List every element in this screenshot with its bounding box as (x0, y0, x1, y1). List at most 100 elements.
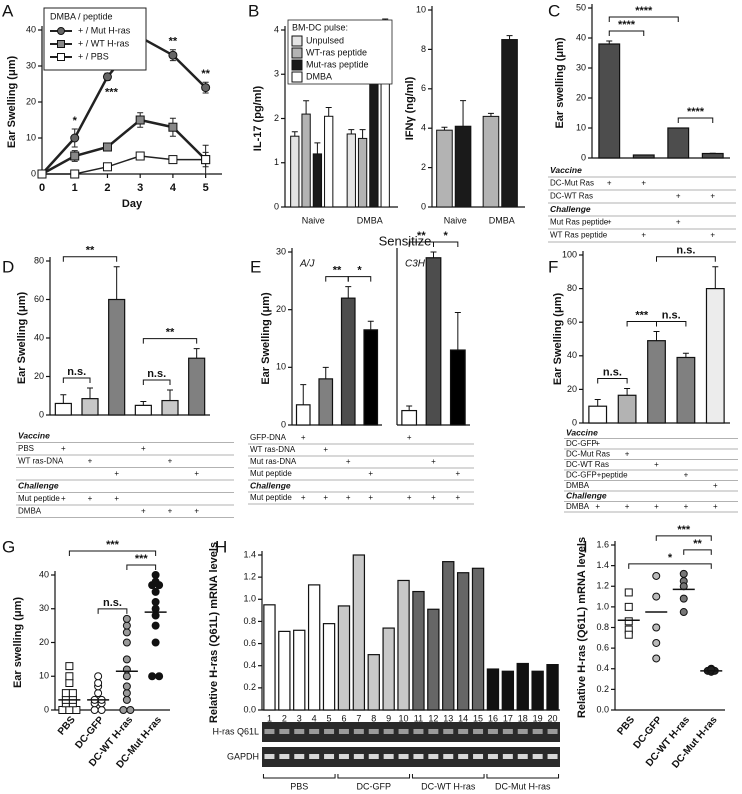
bar (290, 135, 300, 208)
gel-band (413, 754, 424, 759)
legend-title: BM-DC pulse: (292, 22, 348, 32)
table-cell: + (301, 493, 306, 502)
y-tick-label: 0.0 (596, 704, 609, 714)
error-bar (454, 312, 461, 351)
panel-letter: A (2, 1, 14, 20)
marker (168, 50, 178, 60)
bar (701, 152, 724, 159)
x-tick-label: 4 (312, 713, 317, 723)
y-tick-label: 4 (421, 123, 426, 133)
x-tick-label: 8 (371, 713, 376, 723)
error-bar (300, 384, 307, 405)
marker (151, 621, 160, 630)
y-tick-label: 0.2 (596, 684, 609, 694)
gel-band (338, 729, 349, 734)
y-tick-label: 20 (34, 371, 44, 381)
panel-letter: I (583, 537, 588, 556)
table-cell: + (654, 502, 659, 511)
significance-bracket (347, 276, 372, 282)
gel-band (324, 729, 335, 734)
bar (676, 356, 696, 424)
table-cell: + (114, 494, 119, 503)
table-section: Challenge (250, 480, 291, 490)
y-tick-label: 0.2 (243, 682, 256, 692)
group-bracket (337, 774, 411, 779)
marker (652, 638, 661, 647)
y-tick-label: 30 (26, 60, 36, 70)
gel-band (473, 754, 484, 759)
table-cell: + (684, 470, 689, 479)
significance-bracket (677, 117, 714, 123)
table-row-label: WT ras-DNA (18, 456, 64, 465)
marker (122, 614, 131, 623)
panel-letter: H (215, 537, 227, 556)
marker (151, 577, 160, 586)
gel-band (547, 729, 558, 734)
bar (346, 133, 356, 208)
gel-band (294, 754, 305, 759)
gel-band (264, 754, 275, 759)
y-tick-label: 6 (421, 83, 426, 93)
y-tick-label: 20 (26, 96, 36, 106)
bar (442, 561, 455, 711)
bar (501, 39, 518, 208)
table-cell: + (455, 469, 460, 478)
bar (516, 662, 529, 711)
gel-band (502, 729, 513, 734)
significance-bracket (325, 276, 349, 282)
error-bar (624, 388, 631, 396)
bar (318, 378, 334, 426)
table-row-label: WT Ras peptide (550, 231, 608, 240)
y-axis-label: IFNγ (ng/ml) (404, 76, 416, 140)
marker (679, 608, 688, 617)
y-tick-label: 0.8 (243, 616, 256, 626)
panel-letter: E (250, 257, 261, 276)
table-cell: + (710, 231, 715, 240)
gel-band (547, 754, 558, 759)
significance-bracket (608, 16, 679, 22)
legend-swatch (291, 59, 303, 71)
x-tick-label: 4 (170, 182, 177, 194)
y-tick-label: 1.0 (596, 601, 609, 611)
marker (102, 142, 112, 152)
gel-band (279, 729, 290, 734)
table-cell: + (301, 433, 306, 442)
significance-bracket (628, 563, 712, 569)
error-bar (653, 330, 660, 341)
bar (307, 584, 321, 711)
table-row-label: DMBA (18, 506, 42, 515)
marker (58, 706, 67, 714)
y-tick-label: 1.6 (596, 539, 609, 549)
y-tick-label: 0 (281, 419, 286, 429)
marker (122, 638, 131, 647)
y-axis-label: Ear Swelling (μm) (16, 292, 28, 385)
table-cell: + (595, 502, 600, 511)
legend-label: + / WT H-ras (78, 38, 130, 48)
significance-label: n.s. (603, 366, 622, 378)
y-tick-label: 0 (572, 417, 577, 427)
x-tick-label: 3 (137, 182, 143, 194)
table-cell: + (168, 456, 173, 465)
bar (382, 627, 395, 711)
y-tick-label: 10 (576, 122, 586, 132)
bar (482, 115, 500, 208)
gel-band (294, 729, 305, 734)
table-cell: + (88, 456, 93, 465)
y-axis-label: IL-17 (pg/ml) (252, 85, 264, 151)
y-axis-label: Ear swelling (μm) (554, 37, 566, 128)
bar (412, 590, 425, 711)
significance-label: n.s. (147, 368, 166, 380)
group-label: DC-WT H-ras (421, 781, 476, 791)
y-tick-label: 10 (39, 671, 49, 681)
marker (135, 115, 145, 125)
x-tick-label: 2 (104, 182, 110, 194)
y-axis-label: Ear Swelling (μm) (6, 56, 18, 149)
significance-label: ** (166, 326, 175, 338)
significance-label: * (73, 115, 78, 127)
bar (456, 572, 470, 711)
bar (312, 153, 323, 208)
marker (57, 53, 65, 61)
x-tick-label: DMBA (489, 215, 515, 225)
x-tick-label: 7 (356, 713, 361, 723)
y-tick-label: 20 (276, 304, 286, 314)
